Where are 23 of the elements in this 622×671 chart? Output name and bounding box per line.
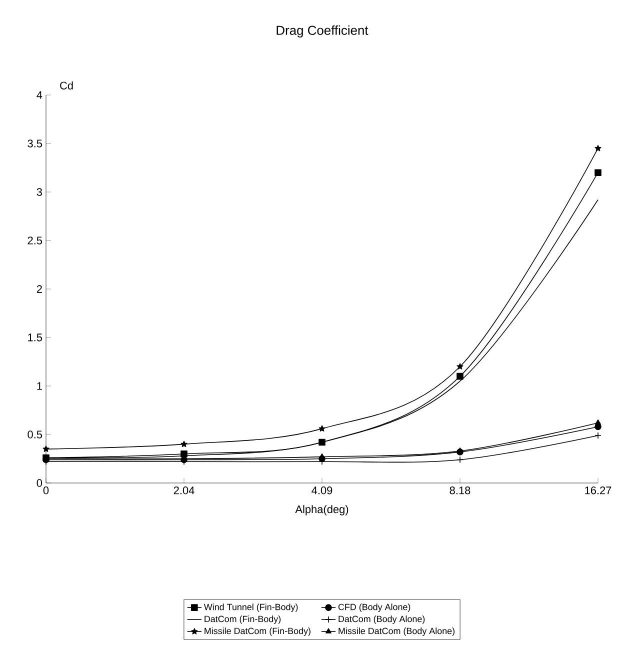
legend-label: CFD (Body Alone) bbox=[338, 604, 410, 612]
legend-label: DatCom (Body Alone) bbox=[338, 616, 425, 624]
y-tick-label: 0.5 bbox=[28, 430, 42, 438]
x-tick-label: 8.18 bbox=[450, 486, 470, 494]
chart-title: Drag Coefficient bbox=[276, 25, 368, 38]
x-axis-title: Alpha(deg) bbox=[295, 505, 348, 516]
y-axis-title: Cd bbox=[60, 81, 73, 90]
legend-label: Missile DatCom (Body Alone) bbox=[338, 628, 454, 636]
x-tick-label: 2.04 bbox=[174, 486, 194, 494]
y-tick-label: 3 bbox=[36, 188, 42, 196]
y-tick-label: 4 bbox=[36, 91, 42, 99]
y-tick-label: 2.5 bbox=[28, 236, 42, 244]
y-tick-label: 3.5 bbox=[28, 140, 42, 148]
legend-label: DatCom (Fin-Body) bbox=[204, 616, 281, 624]
legend-label: Wind Tunnel (Fin-Body) bbox=[204, 604, 298, 612]
x-tick-label: 4.09 bbox=[312, 486, 332, 494]
y-tick-label: 1 bbox=[37, 382, 42, 390]
y-tick-label: 0 bbox=[36, 479, 42, 487]
x-tick-label: 16.27 bbox=[585, 486, 612, 494]
y-tick-label: 2 bbox=[36, 285, 42, 293]
x-tick-label: 0 bbox=[43, 486, 49, 494]
y-tick-label: 1.5 bbox=[28, 334, 42, 342]
legend-label: Missile DatCom (Fin-Body) bbox=[204, 628, 310, 636]
